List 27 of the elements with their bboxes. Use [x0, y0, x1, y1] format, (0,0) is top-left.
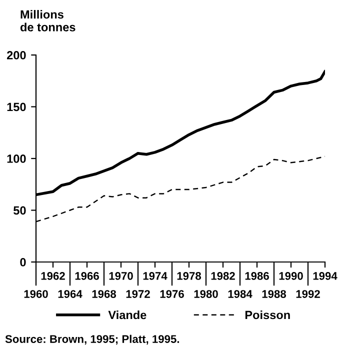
x2-tick-label: 1964 [58, 290, 82, 298]
x-tick-label: 1966 [75, 272, 99, 280]
x2-tick-label: 1972 [126, 290, 150, 298]
x-tick-label: 1994 [313, 272, 338, 280]
x2-tick-label: 1984 [228, 290, 252, 298]
x2-tick-label: 1988 [262, 290, 286, 298]
y-tick-label: 200 [6, 51, 26, 60]
x2-tick-label: 1992 [296, 290, 320, 298]
y-tick-label: 100 [7, 154, 26, 163]
x2-tick-label: 1980 [194, 290, 218, 298]
x2-tick-label: 1968 [92, 290, 116, 298]
y-tick-label: 150 [7, 102, 26, 112]
legend-label: Poisson [245, 310, 290, 320]
x-tick-label: 1986 [245, 272, 269, 280]
x2-tick-label: 1960 [24, 290, 48, 298]
x-tick-label: 1970 [109, 272, 133, 280]
y-axis-title: Millions de tonnes [20, 10, 76, 32]
x-tick-label: 1962 [41, 272, 65, 280]
source-note: Source: Brown, 1995; Platt, 1995. [5, 334, 179, 345]
x2-tick-label: 1976 [160, 290, 184, 298]
x-tick-label: 1978 [177, 272, 202, 280]
x-tick-label: 1974 [143, 272, 168, 280]
y-tick-label: 0 [20, 258, 26, 266]
x-tick-label: 1982 [211, 272, 235, 280]
legend-label: Viande [108, 310, 146, 320]
x-tick-label: 1990 [279, 272, 303, 280]
y-tick-label: 50 [14, 206, 26, 215]
